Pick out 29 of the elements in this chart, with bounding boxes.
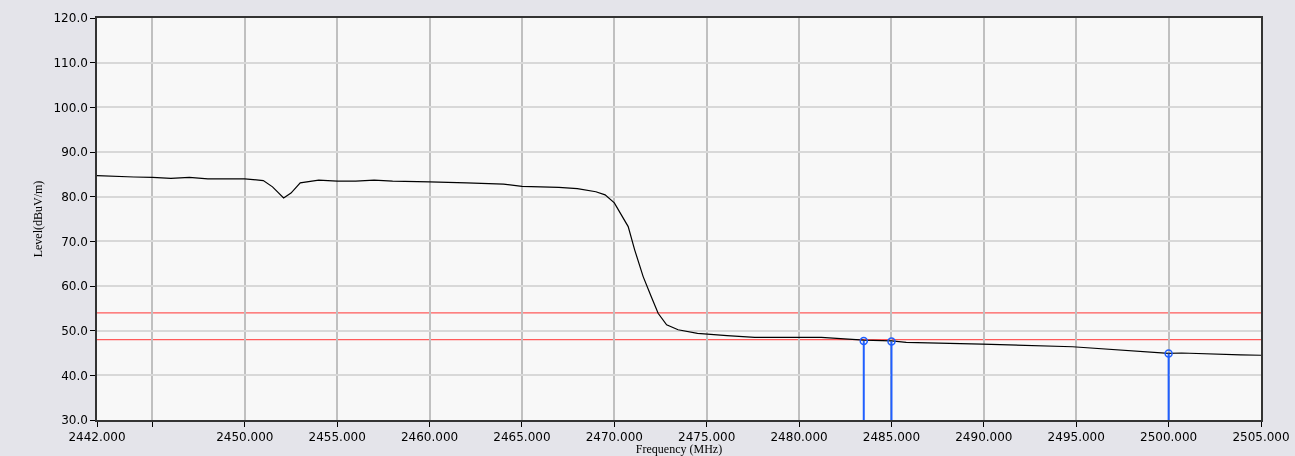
- point: [1164, 349, 1173, 358]
- y-tick-label: 60.0: [61, 279, 88, 294]
- x-tick-label: 2460.000: [400, 430, 459, 445]
- line-series: [97, 175, 1261, 356]
- x-tick-label: 2442.000: [68, 430, 126, 445]
- x-tick-label: 2495.000: [1047, 430, 1105, 445]
- y-tick-label: 50.0: [61, 323, 88, 338]
- y-tick-label: 100.0: [53, 100, 88, 115]
- x-tick-label: 2490.000: [955, 430, 1013, 445]
- x-tick-label: 2480.000: [770, 430, 828, 445]
- y-tick-label: 30.0: [61, 413, 88, 428]
- y-tick-label: 40.0: [61, 368, 88, 383]
- x-tick-label: 2465.000: [493, 430, 551, 445]
- x-tick-label: 2470.000: [585, 430, 643, 445]
- y-tick-label: 90.0: [61, 145, 88, 160]
- y-tick-label: 120.0: [53, 11, 88, 26]
- x-tick-label: 2475.000: [678, 430, 736, 445]
- x-tick-label: 2485.000: [862, 430, 921, 445]
- point: [887, 337, 896, 346]
- y-tick-label: 110.0: [53, 55, 88, 70]
- point: [859, 336, 869, 346]
- x-tick-label: 2505.000: [1232, 430, 1290, 445]
- x-tick-label: 2450.000: [216, 430, 274, 445]
- x-tick-label: 2500.000: [1139, 430, 1198, 445]
- y-tick-label: 70.0: [61, 234, 88, 249]
- x-axis-title: Frequency (MHz): [635, 442, 723, 456]
- x-tick-label: 2455.000: [308, 430, 366, 445]
- y-axis-title: Level(dBuV/m): [31, 180, 46, 258]
- y-tick-label: 80.0: [61, 189, 88, 204]
